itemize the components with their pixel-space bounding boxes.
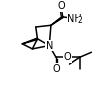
Text: O: O	[52, 64, 60, 74]
Text: 2: 2	[78, 16, 82, 25]
Text: O: O	[57, 1, 65, 11]
Polygon shape	[51, 16, 63, 25]
Text: N: N	[46, 41, 53, 51]
Text: O: O	[64, 52, 72, 62]
Polygon shape	[22, 38, 38, 44]
Text: NH: NH	[67, 14, 82, 24]
